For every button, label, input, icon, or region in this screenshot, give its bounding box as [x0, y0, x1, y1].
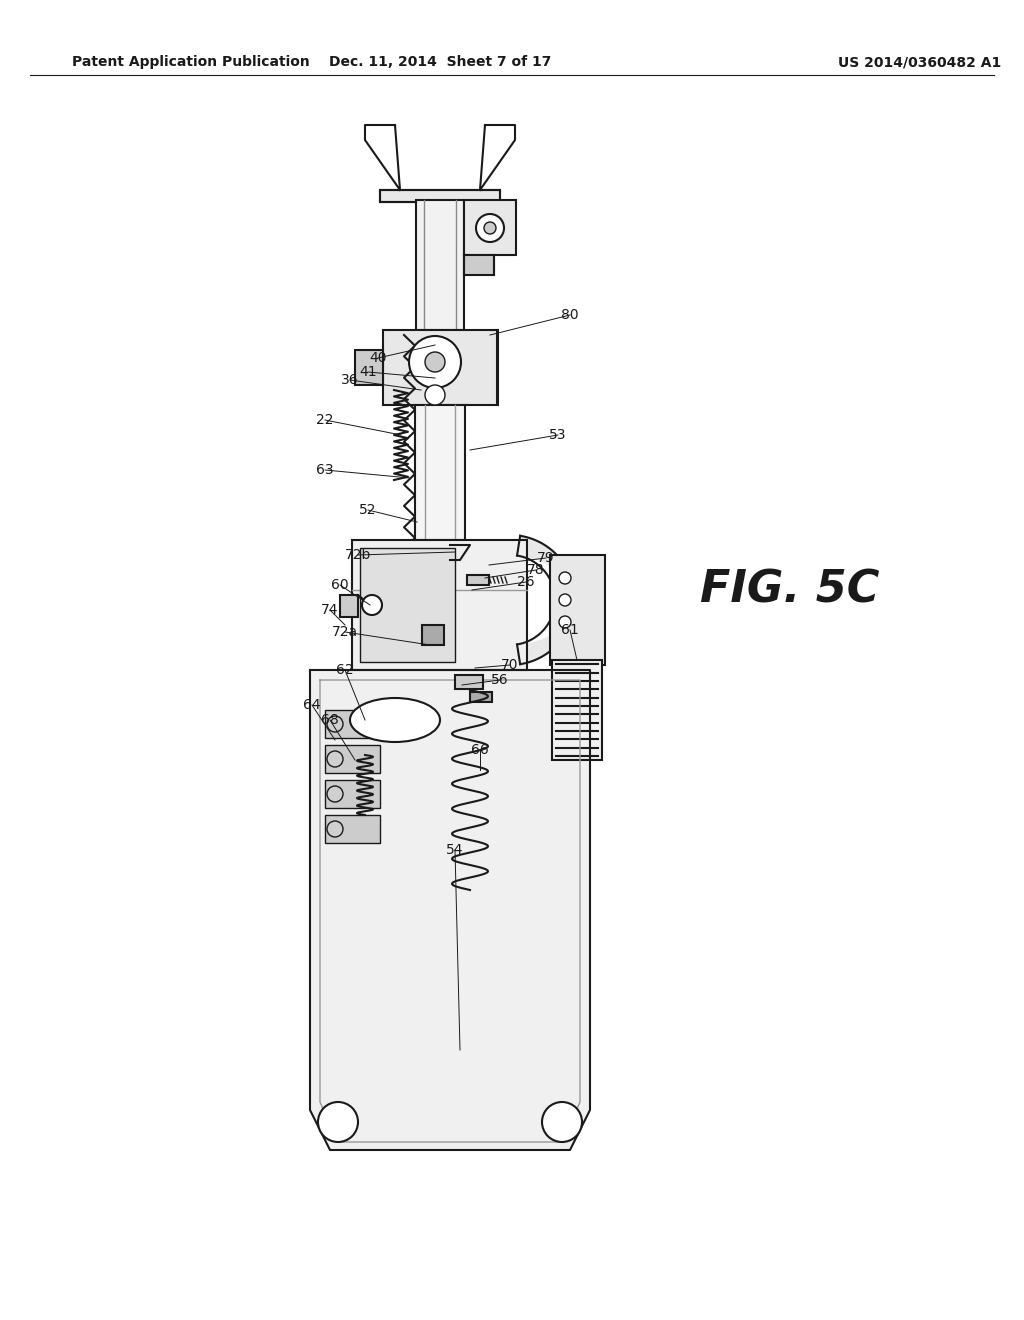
Text: 22: 22: [316, 413, 334, 426]
Circle shape: [484, 222, 496, 234]
Circle shape: [327, 821, 343, 837]
Bar: [464, 201, 516, 255]
Circle shape: [425, 385, 445, 405]
Text: 70: 70: [502, 657, 519, 672]
Bar: [422, 624, 444, 645]
Circle shape: [362, 595, 382, 615]
Text: 72a: 72a: [332, 624, 358, 639]
Bar: [380, 190, 500, 202]
Circle shape: [327, 751, 343, 767]
Bar: [550, 554, 605, 665]
Ellipse shape: [350, 698, 440, 742]
Bar: [325, 814, 380, 843]
Text: 53: 53: [549, 428, 566, 442]
Text: US 2014/0360482 A1: US 2014/0360482 A1: [839, 55, 1001, 69]
Text: 61: 61: [561, 623, 579, 638]
Text: 80: 80: [561, 308, 579, 322]
Circle shape: [318, 1102, 358, 1142]
Circle shape: [559, 572, 571, 583]
Text: Patent Application Publication: Patent Application Publication: [72, 55, 309, 69]
Text: 56: 56: [492, 673, 509, 686]
Text: 60: 60: [331, 578, 349, 591]
Polygon shape: [380, 190, 500, 202]
Bar: [355, 350, 383, 385]
Bar: [380, 190, 500, 202]
Circle shape: [559, 616, 571, 628]
Text: 74: 74: [322, 603, 339, 616]
Bar: [455, 675, 483, 689]
Polygon shape: [450, 545, 470, 560]
Bar: [383, 330, 498, 405]
Text: 72b: 72b: [345, 548, 371, 562]
Bar: [325, 744, 380, 774]
Bar: [552, 660, 602, 760]
Circle shape: [327, 715, 343, 733]
Text: 54: 54: [446, 843, 464, 857]
Circle shape: [327, 785, 343, 803]
Text: 63: 63: [316, 463, 334, 477]
Text: Dec. 11, 2014  Sheet 7 of 17: Dec. 11, 2014 Sheet 7 of 17: [329, 55, 551, 69]
Bar: [325, 710, 380, 738]
Text: 66: 66: [471, 743, 488, 756]
Text: 78: 78: [527, 564, 545, 577]
Text: 52: 52: [359, 503, 377, 517]
Circle shape: [425, 352, 445, 372]
Circle shape: [559, 594, 571, 606]
Bar: [415, 405, 465, 540]
Text: 79: 79: [538, 550, 555, 565]
Bar: [340, 595, 358, 616]
Text: FIG. 5C: FIG. 5C: [700, 569, 880, 611]
Text: 41: 41: [359, 366, 377, 379]
Circle shape: [542, 1102, 582, 1142]
Text: 26: 26: [517, 576, 535, 589]
Bar: [464, 255, 494, 275]
Bar: [416, 201, 464, 330]
Text: 64: 64: [303, 698, 321, 711]
Circle shape: [476, 214, 504, 242]
Bar: [352, 540, 527, 671]
Polygon shape: [310, 671, 590, 1150]
Bar: [470, 692, 492, 702]
Text: 36: 36: [341, 374, 358, 387]
Bar: [360, 548, 455, 663]
Text: 40: 40: [370, 351, 387, 366]
Text: 68: 68: [322, 713, 339, 727]
Text: 62: 62: [336, 663, 354, 677]
Bar: [325, 780, 380, 808]
Bar: [467, 576, 489, 585]
Circle shape: [409, 337, 461, 388]
